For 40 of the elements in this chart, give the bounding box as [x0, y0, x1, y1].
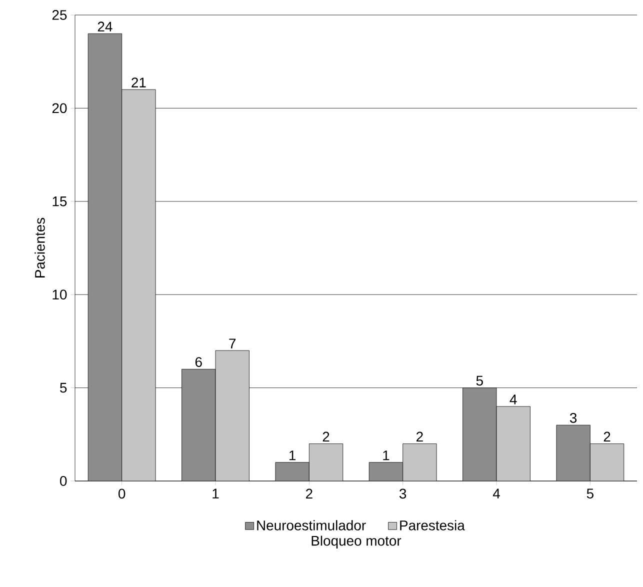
x-tick-label: 5 [586, 488, 594, 499]
legend-label: Parestesia [400, 520, 465, 530]
data-label: 4 [510, 394, 517, 404]
x-tick-label: 2 [306, 488, 312, 499]
y-tick-label: 25 [52, 10, 67, 20]
y-tick-label: 20 [52, 103, 67, 114]
bar [462, 388, 497, 481]
bar [182, 368, 216, 481]
y-tick-label: 10 [52, 290, 67, 300]
y-tick-label: 0 [60, 476, 67, 486]
bar [122, 89, 156, 481]
data-label: 3 [570, 412, 577, 423]
y-axis-title: Pacientes [34, 218, 45, 278]
data-label: 2 [416, 432, 423, 442]
data-label: 2 [322, 432, 330, 442]
x-tick-label: 1 [212, 488, 219, 498]
data-label: 24 [98, 22, 112, 32]
data-label: 6 [195, 357, 202, 367]
legend-label: Neuroestimulador [257, 520, 366, 530]
bar [88, 33, 122, 481]
bar [556, 424, 590, 481]
bar [590, 444, 624, 481]
x-axis-title: Bloqueo motor [312, 535, 402, 548]
x-tick-label: 4 [492, 488, 500, 498]
bar [402, 444, 437, 481]
data-label: 21 [132, 78, 146, 88]
x-tick-label: 3 [399, 488, 406, 499]
x-tick-label: 0 [118, 488, 126, 499]
bar [496, 406, 530, 481]
bar [215, 350, 250, 481]
data-label: 1 [289, 450, 296, 460]
data-label: 7 [229, 338, 236, 348]
data-label: 1 [383, 450, 390, 460]
bar [275, 462, 310, 481]
data-label: 5 [476, 376, 483, 386]
data-label: 2 [604, 432, 610, 442]
bar [368, 462, 404, 481]
bar [308, 444, 344, 481]
y-tick-label: 5 [60, 382, 67, 393]
y-tick-label: 15 [52, 196, 67, 206]
